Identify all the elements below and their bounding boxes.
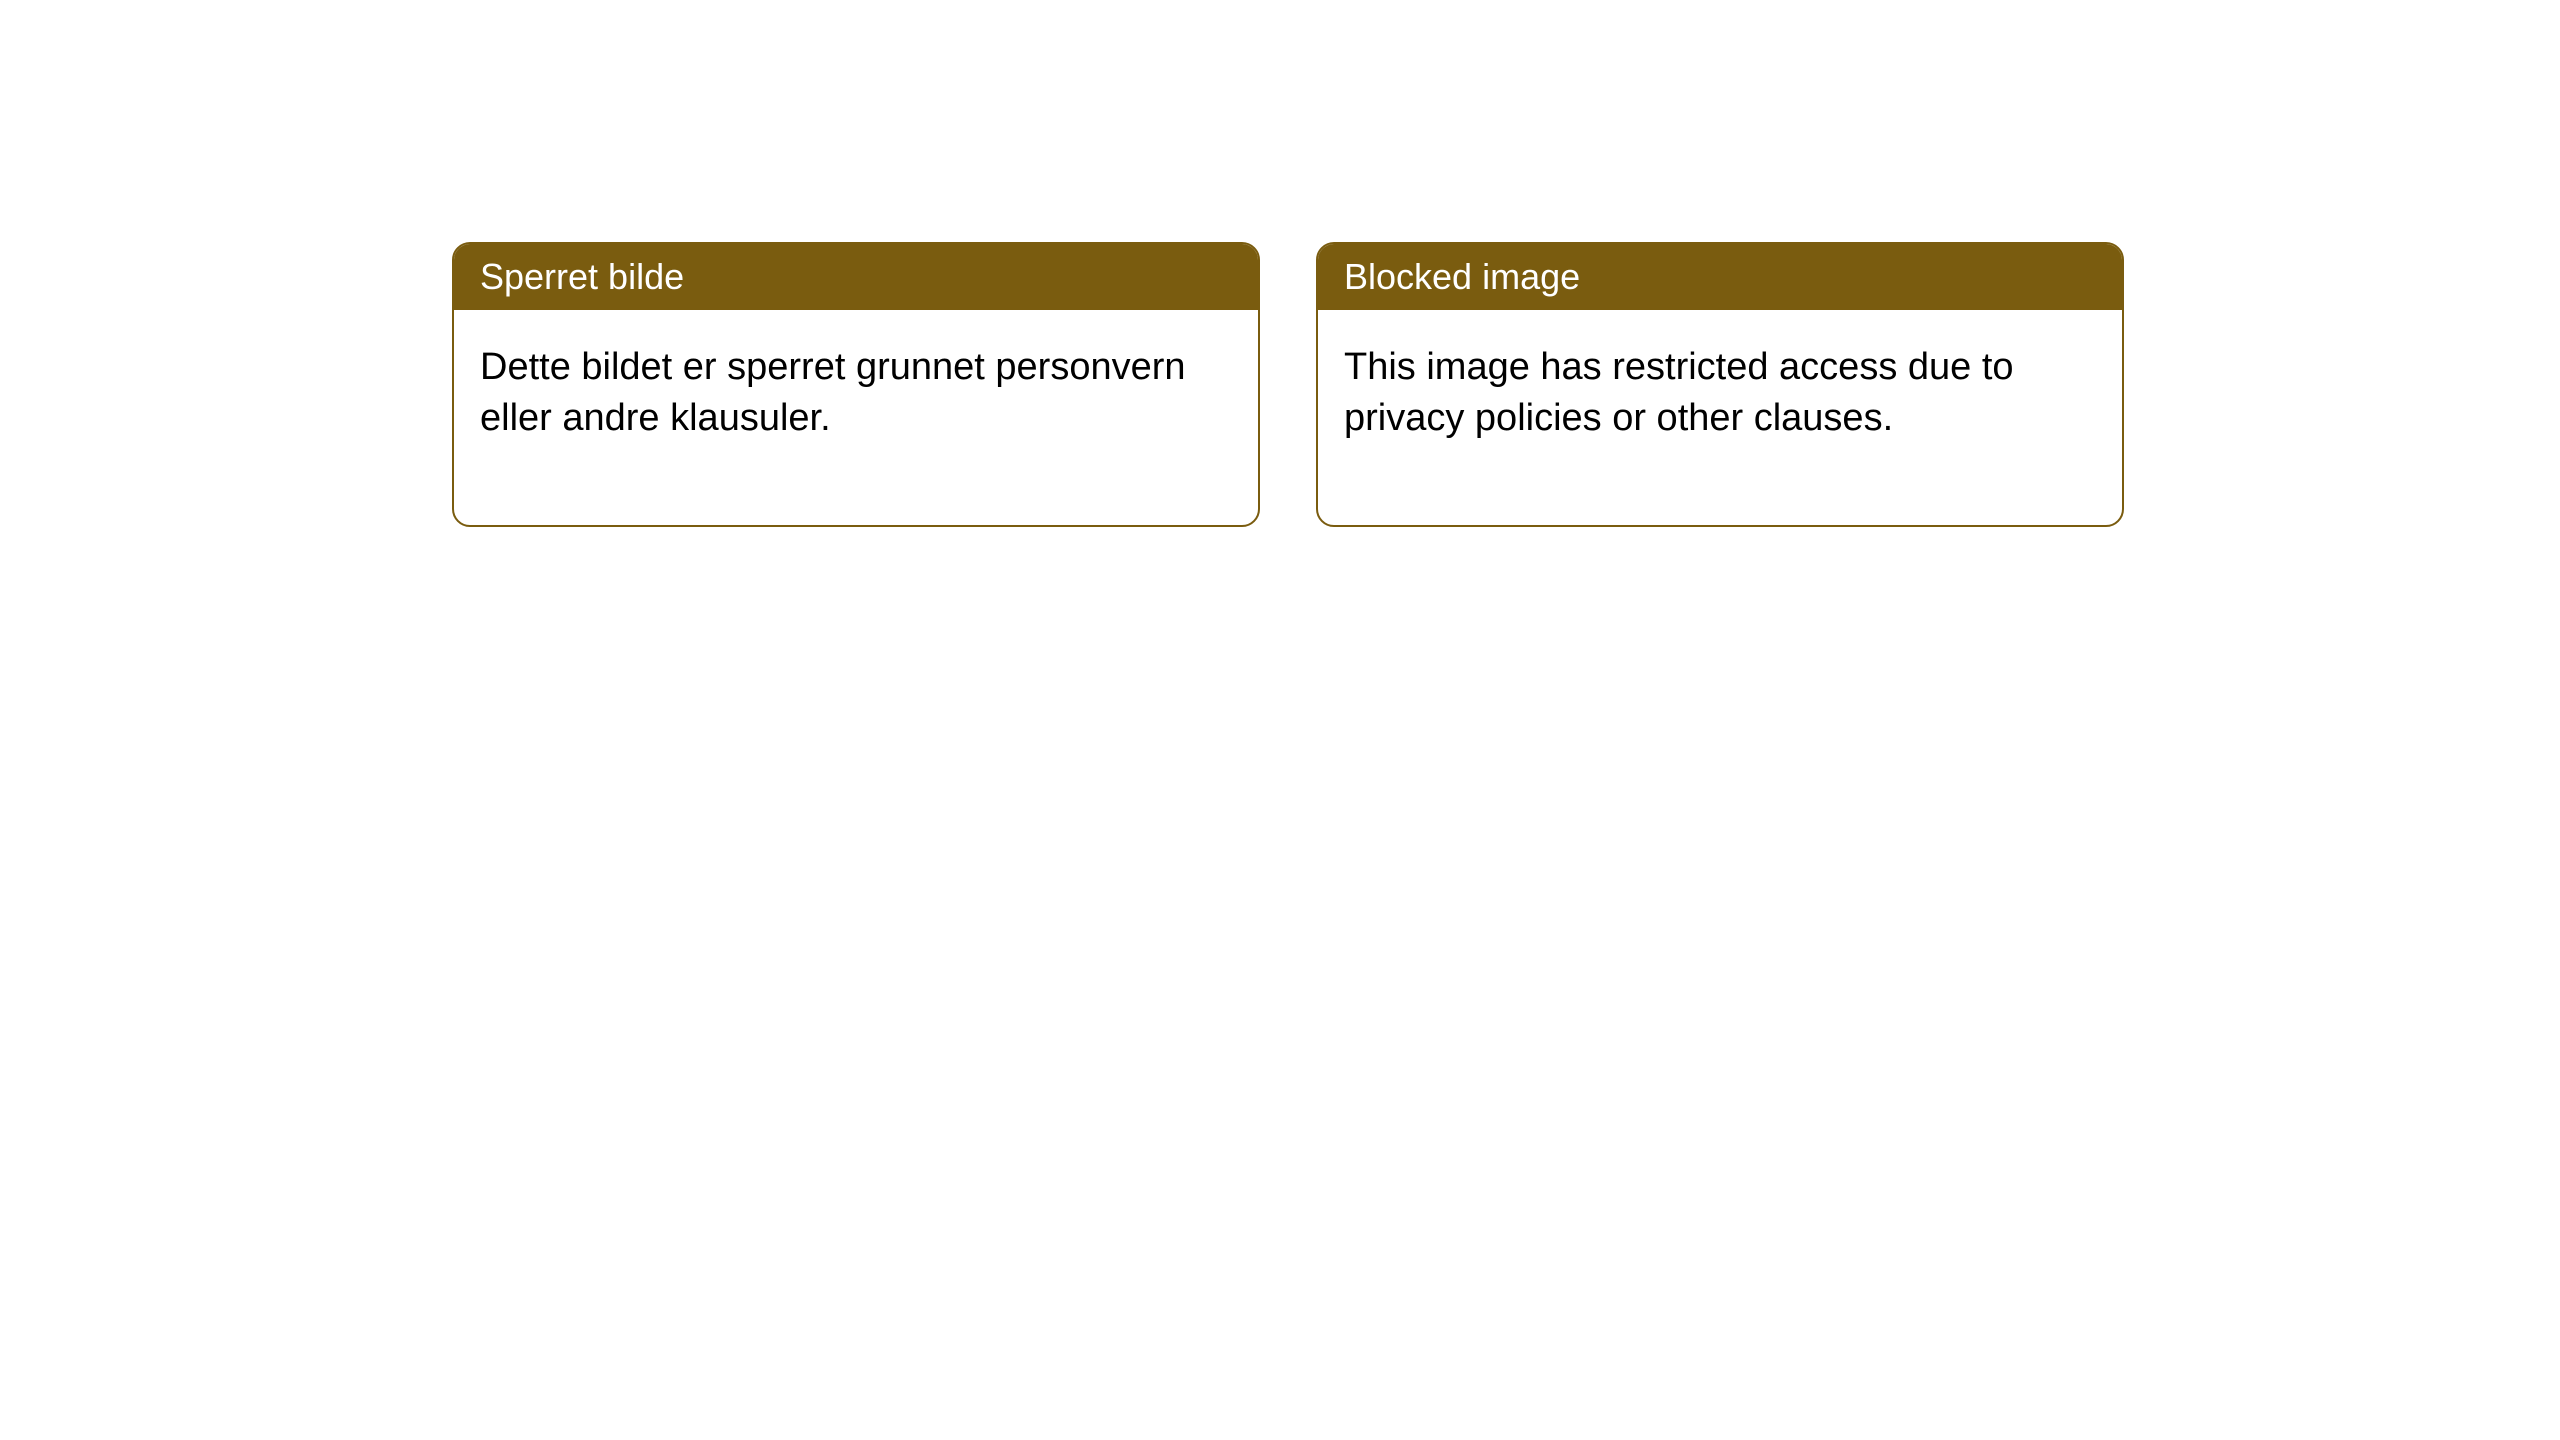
notice-body: This image has restricted access due to … bbox=[1318, 310, 2122, 525]
notice-card-norwegian: Sperret bilde Dette bildet er sperret gr… bbox=[452, 242, 1260, 527]
notice-container: Sperret bilde Dette bildet er sperret gr… bbox=[0, 0, 2560, 527]
notice-header: Blocked image bbox=[1318, 244, 2122, 310]
notice-header: Sperret bilde bbox=[454, 244, 1258, 310]
notice-body: Dette bildet er sperret grunnet personve… bbox=[454, 310, 1258, 525]
notice-card-english: Blocked image This image has restricted … bbox=[1316, 242, 2124, 527]
